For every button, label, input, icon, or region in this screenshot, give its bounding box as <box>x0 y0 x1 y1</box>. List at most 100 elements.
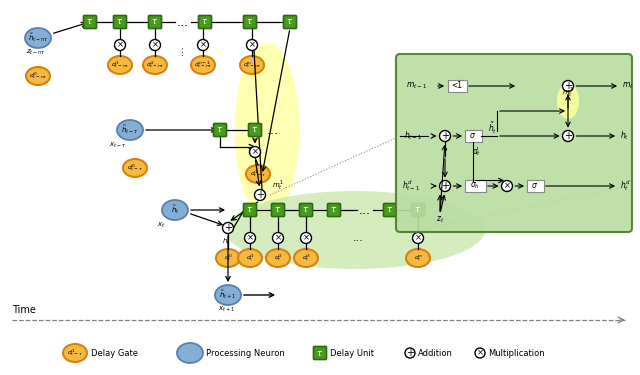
Text: $\tilde{h}_t$: $\tilde{h}_t$ <box>488 120 498 135</box>
Ellipse shape <box>63 344 87 362</box>
FancyBboxPatch shape <box>198 15 211 28</box>
Text: +: + <box>564 131 572 141</box>
Ellipse shape <box>191 56 215 74</box>
Text: ...: ... <box>267 123 279 136</box>
Text: $\times$: $\times$ <box>251 147 259 157</box>
Text: $\tilde{h}_{t+1}$: $\tilde{h}_{t+1}$ <box>220 289 237 301</box>
Text: +: + <box>441 181 449 191</box>
FancyBboxPatch shape <box>243 204 257 216</box>
Circle shape <box>440 180 451 192</box>
Text: Addition: Addition <box>418 348 453 357</box>
Text: $d^1_t$: $d^1_t$ <box>246 253 254 263</box>
Text: $h_t$: $h_t$ <box>221 237 230 247</box>
FancyBboxPatch shape <box>83 15 97 28</box>
FancyBboxPatch shape <box>248 123 262 136</box>
Ellipse shape <box>234 42 300 218</box>
Circle shape <box>273 232 284 243</box>
Ellipse shape <box>117 120 143 140</box>
Text: $m_t$: $m_t$ <box>622 81 634 91</box>
FancyBboxPatch shape <box>447 80 467 92</box>
Text: Processing Neuron: Processing Neuron <box>206 348 285 357</box>
Text: Delay Unit: Delay Unit <box>330 348 374 357</box>
Text: ...: ... <box>175 45 185 56</box>
FancyBboxPatch shape <box>148 15 161 28</box>
Circle shape <box>301 232 312 243</box>
Text: $\tau$: $\tau$ <box>316 348 324 357</box>
Text: $d^1_{t-\tau}$: $d^1_{t-\tau}$ <box>67 348 83 358</box>
FancyBboxPatch shape <box>284 15 296 28</box>
Ellipse shape <box>557 83 579 119</box>
Text: $\times$: $\times$ <box>503 181 511 191</box>
FancyBboxPatch shape <box>465 180 486 192</box>
FancyBboxPatch shape <box>113 15 127 28</box>
Text: $\tau$: $\tau$ <box>246 206 253 214</box>
Ellipse shape <box>123 159 147 177</box>
Ellipse shape <box>143 56 167 74</box>
FancyBboxPatch shape <box>300 204 312 216</box>
Ellipse shape <box>216 249 240 267</box>
Text: +: + <box>564 81 572 91</box>
Text: $d^n_t$: $d^n_t$ <box>413 253 422 263</box>
Ellipse shape <box>266 249 290 267</box>
Text: $\times$: $\times$ <box>274 233 282 243</box>
Text: $d^0_{t-n\tau}$: $d^0_{t-n\tau}$ <box>29 70 47 81</box>
Text: $\tau$: $\tau$ <box>86 18 93 27</box>
Circle shape <box>250 147 260 158</box>
FancyBboxPatch shape <box>465 130 481 142</box>
Text: $d_t$: $d_t$ <box>472 146 481 158</box>
Circle shape <box>150 39 161 51</box>
FancyBboxPatch shape <box>527 180 543 192</box>
Text: ...: ... <box>353 233 364 243</box>
Text: $\sigma$: $\sigma$ <box>470 132 477 141</box>
Text: ...: ... <box>359 204 371 216</box>
Text: $\tau$: $\tau$ <box>116 18 124 27</box>
Text: $\tau$: $\tau$ <box>275 206 282 214</box>
Circle shape <box>246 39 257 51</box>
Text: +: + <box>256 190 264 200</box>
Ellipse shape <box>25 28 51 48</box>
Text: +: + <box>406 348 414 358</box>
Text: $\tau$: $\tau$ <box>152 18 159 27</box>
Text: $d^2_t$: $d^2_t$ <box>274 253 282 263</box>
Circle shape <box>563 130 573 141</box>
Text: <1: <1 <box>451 81 463 90</box>
Text: $d^1_{t-\tau}$: $d^1_{t-\tau}$ <box>250 169 266 179</box>
Text: $z_t$: $z_t$ <box>436 215 444 225</box>
Text: $d^n_{t-n\tau}$: $d^n_{t-n\tau}$ <box>243 60 261 70</box>
FancyBboxPatch shape <box>412 204 424 216</box>
Text: $h^d_{t-1}$: $h^d_{t-1}$ <box>402 178 420 194</box>
Text: +: + <box>224 223 232 233</box>
Circle shape <box>198 39 209 51</box>
Text: $\sigma_h$: $\sigma_h$ <box>470 181 480 191</box>
FancyBboxPatch shape <box>214 123 227 136</box>
Ellipse shape <box>177 343 203 363</box>
Text: $m^1_t$: $m^1_t$ <box>562 85 574 99</box>
Ellipse shape <box>162 200 188 220</box>
Text: $d^0_{t-\tau}$: $d^0_{t-\tau}$ <box>127 163 143 173</box>
Ellipse shape <box>294 249 318 267</box>
Circle shape <box>502 180 513 192</box>
Circle shape <box>563 81 573 92</box>
FancyBboxPatch shape <box>396 54 632 232</box>
Text: $\tau$: $\tau$ <box>252 126 259 135</box>
Text: $\times$: $\times$ <box>414 233 422 243</box>
Text: $\times$: $\times$ <box>248 40 256 50</box>
FancyBboxPatch shape <box>314 346 326 360</box>
Text: $m^1_t$: $m^1_t$ <box>272 178 284 192</box>
Text: $\tilde{h}_t$: $\tilde{h}_t$ <box>171 204 179 216</box>
Circle shape <box>405 348 415 358</box>
Text: $\times$: $\times$ <box>151 40 159 50</box>
Text: $h^d_t$: $h^d_t$ <box>620 178 631 194</box>
Text: $\times$: $\times$ <box>476 348 484 358</box>
Text: Delay Gate: Delay Gate <box>91 348 138 357</box>
Text: Multiplication: Multiplication <box>488 348 545 357</box>
Text: $\tau$: $\tau$ <box>287 18 294 27</box>
Text: $x_{t-\tau}$: $x_{t-\tau}$ <box>109 140 127 150</box>
Text: $d^2_{t-n\tau}$: $d^2_{t-n\tau}$ <box>146 60 164 70</box>
Circle shape <box>115 39 125 51</box>
Text: $\times$: $\times$ <box>199 40 207 50</box>
Text: $d^{n-1}_{t-n\tau}$: $d^{n-1}_{t-n\tau}$ <box>194 60 212 70</box>
Text: $\tau$: $\tau$ <box>303 206 310 214</box>
Ellipse shape <box>26 67 50 85</box>
Text: +: + <box>441 131 449 141</box>
